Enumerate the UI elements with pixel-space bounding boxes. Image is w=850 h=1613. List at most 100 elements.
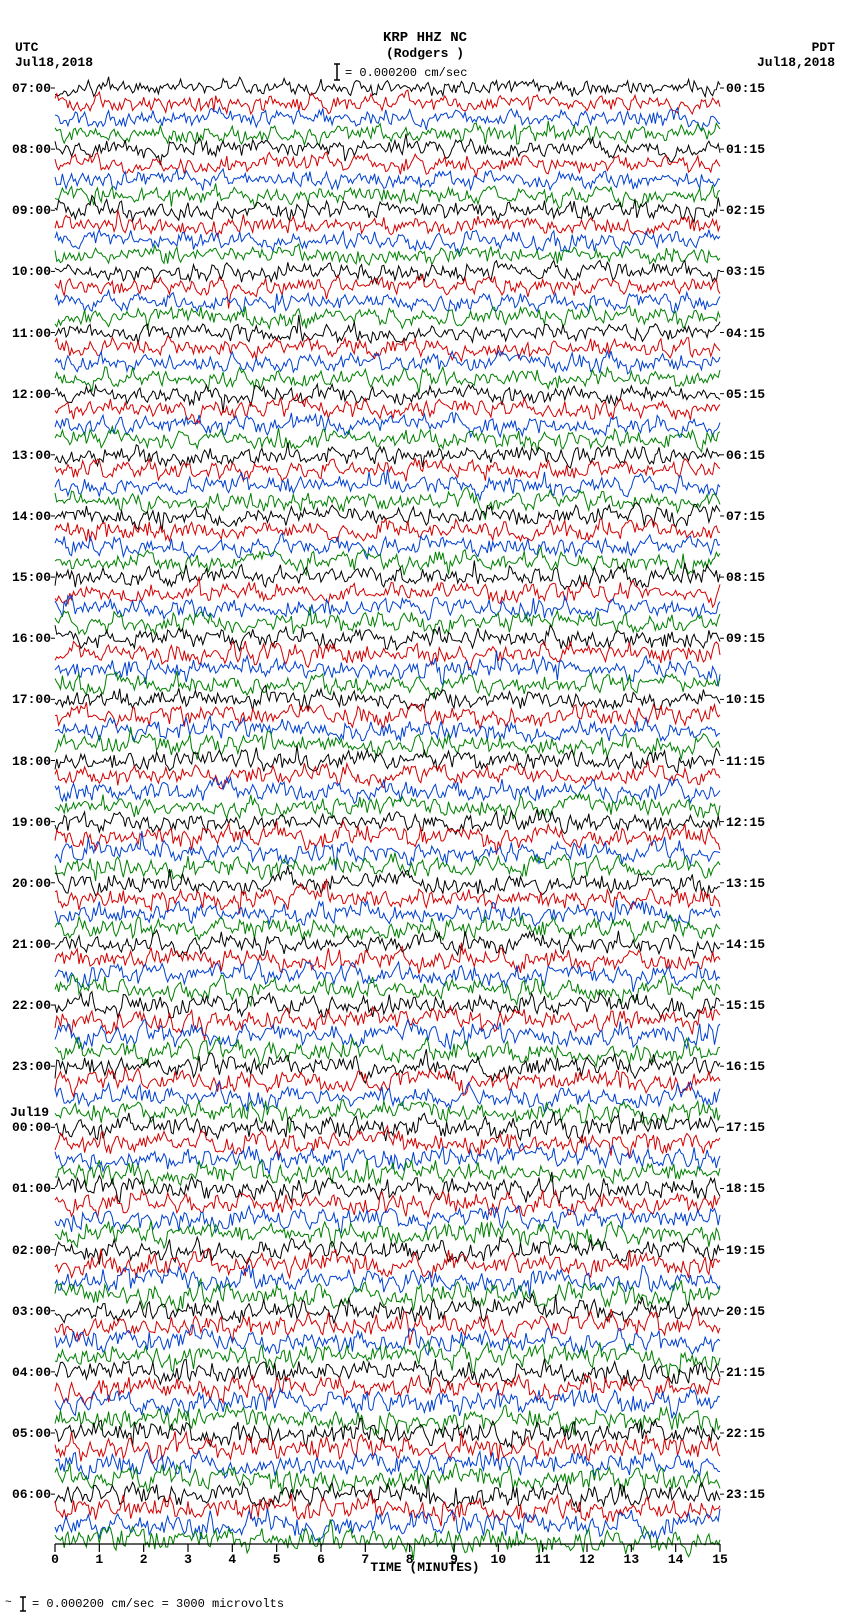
trace — [55, 108, 720, 130]
x-tick-label: 9 — [444, 1552, 464, 1567]
x-tick-label: 11 — [533, 1552, 553, 1567]
utc-hour-label: 06:00 — [10, 1487, 51, 1502]
trace — [55, 686, 720, 711]
trace — [55, 152, 720, 177]
trace — [55, 196, 720, 223]
trace — [55, 394, 720, 424]
trace — [55, 121, 720, 146]
trace — [55, 900, 720, 926]
pdt-hour-label: 13:15 — [726, 876, 765, 891]
trace — [55, 336, 720, 361]
trace — [55, 169, 720, 191]
trace — [55, 315, 720, 344]
seismogram-traces — [0, 0, 850, 1613]
pdt-hour-label: 04:15 — [726, 326, 765, 341]
trace — [55, 930, 720, 958]
utc-hour-label: 08:00 — [10, 142, 51, 157]
trace — [55, 306, 720, 330]
trace — [55, 351, 720, 374]
utc-hour-label: 19:00 — [10, 815, 51, 830]
trace — [55, 470, 720, 500]
utc-hour-label: 14:00 — [10, 509, 51, 524]
pdt-hour-label: 23:15 — [726, 1487, 765, 1502]
utc-hour-label: 22:00 — [10, 998, 51, 1013]
pdt-hour-label: 02:15 — [726, 203, 765, 218]
utc-hour-label: 21:00 — [10, 937, 51, 952]
pdt-hour-label: 22:15 — [726, 1426, 765, 1441]
trace — [55, 1359, 720, 1388]
pdt-hour-label: 05:15 — [726, 387, 765, 402]
x-tick-label: 7 — [355, 1552, 375, 1567]
trace — [55, 625, 720, 651]
utc-hour-label: 03:00 — [10, 1304, 51, 1319]
pdt-hour-label: 03:15 — [726, 264, 765, 279]
trace — [55, 77, 720, 97]
trace — [55, 762, 720, 789]
x-tick-label: 6 — [311, 1552, 331, 1567]
x-tick-label: 15 — [710, 1552, 730, 1567]
footer-prefix: ~ — [5, 1597, 12, 1609]
trace — [55, 90, 720, 114]
pdt-hour-label: 09:15 — [726, 631, 765, 646]
trace — [55, 1325, 720, 1355]
trace — [55, 260, 720, 283]
trace — [55, 992, 720, 1019]
x-tick-label: 14 — [666, 1552, 686, 1567]
trace — [55, 1308, 720, 1345]
pdt-hour-label: 11:15 — [726, 754, 765, 769]
x-tick-label: 5 — [267, 1552, 287, 1567]
x-tick-label: 12 — [577, 1552, 597, 1567]
utc-hour-label: 12:00 — [10, 387, 51, 402]
x-tick-label: 3 — [178, 1552, 198, 1567]
utc-hour-label: 05:00 — [10, 1426, 51, 1441]
footer-scale-bar-icon — [18, 1595, 28, 1613]
footer-text: = 0.000200 cm/sec = 3000 microvolts — [32, 1597, 284, 1611]
trace — [55, 745, 720, 772]
trace — [55, 1477, 720, 1512]
pdt-hour-label: 14:15 — [726, 937, 765, 952]
utc-hour-label: 10:00 — [10, 264, 51, 279]
pdt-hour-label: 16:15 — [726, 1059, 765, 1074]
pdt-hour-label: 15:15 — [726, 998, 765, 1013]
trace — [55, 943, 720, 974]
trace — [55, 1493, 720, 1527]
utc-hour-label: 11:00 — [10, 326, 51, 341]
utc-hour-label: 20:00 — [10, 876, 51, 891]
utc-hour-label: 00:00 — [10, 1120, 51, 1135]
utc-hour-label: 15:00 — [10, 570, 51, 585]
pdt-hour-label: 06:15 — [726, 448, 765, 463]
seismogram-plot: { "header":{ "title_line1":"KRP HHZ NC",… — [0, 0, 850, 1613]
pdt-hour-label: 17:15 — [726, 1120, 765, 1135]
pdt-hour-label: 18:15 — [726, 1181, 765, 1196]
utc-hour-label: 01:00 — [10, 1181, 51, 1196]
pdt-hour-label: 07:15 — [726, 509, 765, 524]
trace — [55, 1519, 720, 1560]
utc-hour-label: 23:00 — [10, 1059, 51, 1074]
pdt-hour-label: 10:15 — [726, 692, 765, 707]
x-tick-label: 0 — [45, 1552, 65, 1567]
trace — [55, 1020, 720, 1050]
trace — [55, 641, 720, 668]
trace — [55, 961, 720, 992]
pdt-hour-label: 21:15 — [726, 1365, 765, 1380]
utc-hour-label: 16:00 — [10, 631, 51, 646]
trace — [55, 1190, 720, 1218]
pdt-hour-label: 20:15 — [726, 1304, 765, 1319]
date-rollover-label: Jul19 — [10, 1105, 49, 1120]
trace — [55, 915, 720, 942]
trace — [55, 596, 720, 621]
utc-hour-label: 18:00 — [10, 754, 51, 769]
pdt-hour-label: 08:15 — [726, 570, 765, 585]
pdt-hour-label: 00:15 — [726, 81, 765, 96]
pdt-hour-label: 12:15 — [726, 815, 765, 830]
utc-hour-label: 09:00 — [10, 203, 51, 218]
utc-hour-label: 17:00 — [10, 692, 51, 707]
trace — [55, 367, 720, 394]
trace — [55, 519, 720, 542]
trace — [55, 1172, 720, 1204]
trace — [55, 412, 720, 437]
utc-hour-label: 04:00 — [10, 1365, 51, 1380]
trace — [55, 244, 720, 265]
trace — [55, 1508, 720, 1541]
x-tick-label: 2 — [134, 1552, 154, 1567]
